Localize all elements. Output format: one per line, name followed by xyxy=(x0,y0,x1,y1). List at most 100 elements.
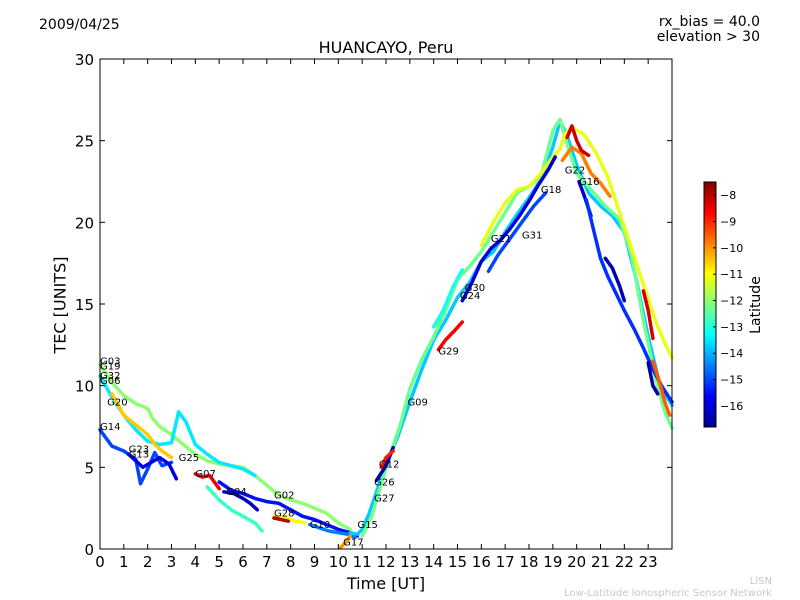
satellite-label: G17 xyxy=(343,538,363,549)
x-tick-label: 5 xyxy=(214,553,224,571)
tec-trace-29 xyxy=(379,449,395,470)
rx-bias-label: rx_bias = 40.0 xyxy=(658,14,760,30)
satellite-label: G10 xyxy=(310,520,330,531)
y-tick-label: 25 xyxy=(75,133,94,151)
x-tick-label: 12 xyxy=(376,553,395,571)
tec-trace-25 xyxy=(646,361,660,396)
tec-trace-17 xyxy=(565,124,591,158)
x-tick-label: 17 xyxy=(496,553,515,571)
tec-trace-19 xyxy=(486,191,548,274)
satellite-label: G15 xyxy=(357,520,377,531)
satellite-label: G09 xyxy=(407,397,427,408)
y-tick-label: 5 xyxy=(84,459,94,477)
satellite-label: G28 xyxy=(274,508,294,519)
x-tick-label: 4 xyxy=(191,553,201,571)
satellite-label: G32 xyxy=(100,371,120,382)
colorbar-tick-label: −11 xyxy=(720,268,743,281)
y-tick-label: 30 xyxy=(75,51,94,69)
satellite-label: G30 xyxy=(465,283,485,294)
colorbar-tick-layer: −8 −9 −10 −11 −12 −13 −14 −15 −16 xyxy=(713,189,743,413)
x-tick-label: 7 xyxy=(262,553,272,571)
satellite-label: G26 xyxy=(374,477,394,488)
y-tick-label: 10 xyxy=(75,378,94,396)
colorbar-tick-label: −10 xyxy=(720,242,743,255)
satellite-label: G24 xyxy=(460,291,480,302)
date-label: 2009/04/25 xyxy=(39,17,120,33)
x-tick-label: 3 xyxy=(167,553,177,571)
y-tick-label: 20 xyxy=(75,214,94,232)
satellite-label: G06 xyxy=(100,376,120,387)
satellite-label: G03 xyxy=(100,356,120,367)
tec-trace-3 xyxy=(98,428,174,486)
colorbar-tick-label: −8 xyxy=(720,189,736,202)
x-tick-label: 19 xyxy=(543,553,562,571)
credit-short: LISN xyxy=(749,576,772,587)
tec-trace-16 xyxy=(560,145,612,198)
tec-trace-24 xyxy=(651,359,672,417)
tick-layer: 0 1 2 3 4 5 6 7 8 9 10 11 12 13 14 15 16 17 18 19 20 21 22 2305… xyxy=(75,51,672,571)
x-tick-label: 8 xyxy=(286,553,296,571)
x-tick-label: 14 xyxy=(424,553,443,571)
tec-trace-4 xyxy=(126,452,179,481)
series-layer xyxy=(98,117,674,550)
tec-trace-26 xyxy=(436,320,465,352)
colorbar-tick-label: −12 xyxy=(720,295,743,308)
x-tick-label: 2 xyxy=(143,553,153,571)
tec-trace-7 xyxy=(205,485,264,533)
tec-trace-9 xyxy=(272,514,307,525)
satellite-label: G16 xyxy=(579,177,599,188)
colorbar-label: Latitude xyxy=(748,276,764,334)
tec-trace-8 xyxy=(222,490,260,512)
x-axis-label: Time [UT] xyxy=(346,574,426,593)
x-tick-label: 16 xyxy=(472,553,491,571)
colorbar-tick-label: −15 xyxy=(720,374,743,387)
satellite-label: G14 xyxy=(100,422,120,433)
satellite-label: G31 xyxy=(522,231,542,242)
satellite-label: G12 xyxy=(379,459,399,470)
tec-trace-12 xyxy=(338,534,353,550)
colorbar-tick-label: −13 xyxy=(720,321,743,334)
satellite-label: G23 xyxy=(129,445,149,456)
satellite-label: G19 xyxy=(100,361,120,372)
x-tick-label: 18 xyxy=(519,553,538,571)
tec-trace-27 xyxy=(431,267,465,329)
tec-trace-21 xyxy=(603,256,627,303)
x-tick-label: 15 xyxy=(448,553,467,571)
x-tick-label: 9 xyxy=(310,553,320,571)
tec-trace-14 xyxy=(360,117,674,538)
x-tick-label: 20 xyxy=(567,553,586,571)
tec-trace-22 xyxy=(584,197,674,404)
tec-trace-5 xyxy=(193,472,221,491)
x-tick-label: 1 xyxy=(119,553,129,571)
tec-trace-10 xyxy=(272,516,291,523)
x-tick-label: 22 xyxy=(615,553,634,571)
x-tick-label: 6 xyxy=(238,553,248,571)
satellite-label: G22 xyxy=(565,165,585,176)
x-tick-label: 23 xyxy=(639,553,658,571)
satellite-label: G20 xyxy=(107,397,127,408)
satellite-label: G13 xyxy=(129,450,149,461)
tec-trace-1 xyxy=(98,374,257,478)
y-tick-label: 15 xyxy=(75,296,94,314)
satellite-label: G25 xyxy=(179,453,199,464)
colorbar xyxy=(703,181,717,428)
chart-title: HUANCAYO, Peru xyxy=(318,38,454,57)
satellite-label: G02 xyxy=(274,490,294,501)
y-tick-label: 0 xyxy=(84,541,94,559)
satellite-label: G21 xyxy=(491,234,511,245)
y-axis-label: TEC [UNITS] xyxy=(50,256,70,354)
satellite-label: G27 xyxy=(374,494,394,505)
tec-trace-18 xyxy=(460,155,557,303)
tec-trace-6 xyxy=(217,480,360,538)
colorbar-tick-label: −14 xyxy=(720,347,743,360)
credit-long: Low-Latitude Ionospheric Sensor Network xyxy=(564,588,772,599)
satellite-label: G04 xyxy=(226,487,246,498)
x-tick-label: 11 xyxy=(353,553,372,571)
x-tick-label: 13 xyxy=(400,553,419,571)
x-tick-label: 10 xyxy=(329,553,348,571)
satellite-label: G18 xyxy=(541,185,561,196)
colorbar-tick-label: −16 xyxy=(720,400,743,413)
tec-trace-13 xyxy=(348,119,674,537)
